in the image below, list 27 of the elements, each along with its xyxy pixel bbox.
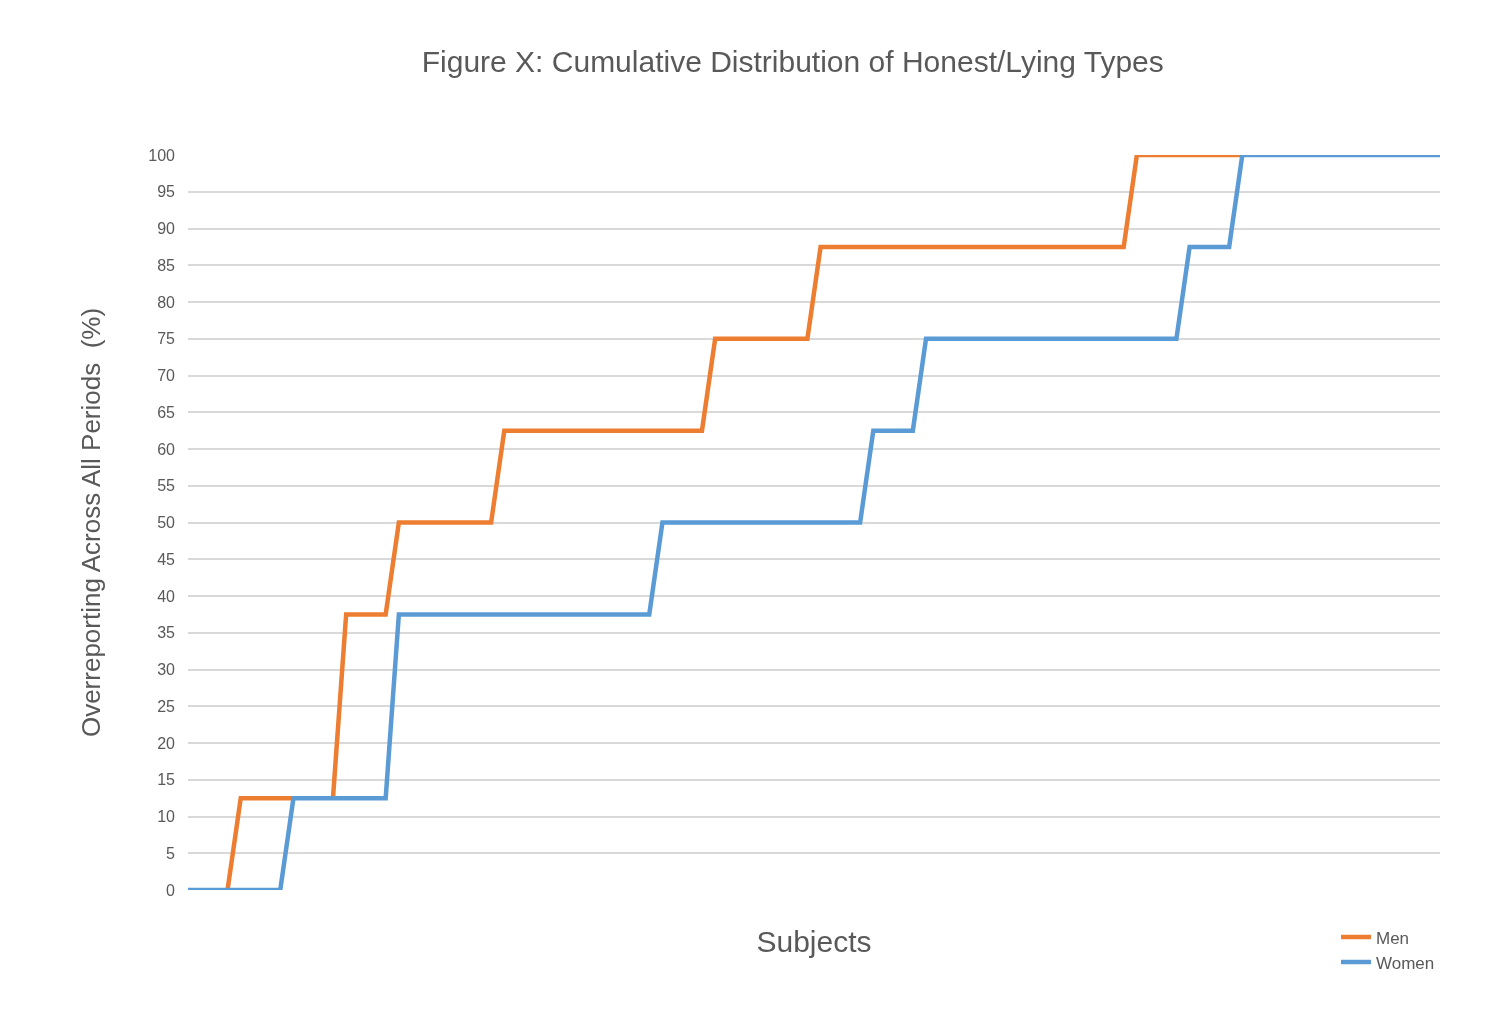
y-tick-label: 100	[148, 146, 176, 164]
legend-label: Women	[1376, 953, 1435, 973]
y-tick-label: 40	[157, 587, 176, 605]
y-tick-label: 45	[157, 550, 176, 568]
y-tick-label: 25	[157, 697, 176, 715]
y-tick-label: 15	[157, 771, 176, 789]
y-tick-label: 70	[157, 367, 176, 385]
x-axis-title: Subjects	[756, 924, 872, 958]
y-tick-label: 75	[157, 330, 176, 348]
y-tick-label: 60	[157, 440, 176, 458]
y-tick-label: 95	[157, 183, 176, 201]
y-tick-label: 55	[157, 477, 176, 495]
y-tick-label: 20	[157, 734, 176, 752]
y-tick-label: 10	[157, 808, 176, 826]
y-tick-label: 0	[166, 881, 176, 899]
chart-title: Figure X: Cumulative Distribution of Honest/Lying Types	[421, 44, 1164, 78]
y-tick-label: 90	[157, 220, 176, 238]
y-tick-label: 50	[157, 514, 176, 532]
legend-label: Men	[1376, 928, 1410, 948]
y-tick-label: 5	[166, 844, 176, 862]
y-tick-label: 65	[157, 403, 176, 421]
y-tick-label: 85	[157, 256, 176, 274]
y-tick-label: 35	[157, 624, 176, 642]
y-axis-title: Overreporting Across All Periods (%)	[75, 307, 106, 738]
y-tick-label: 80	[157, 293, 176, 311]
y-tick-label: 30	[157, 661, 176, 679]
line-series	[188, 155, 1440, 890]
